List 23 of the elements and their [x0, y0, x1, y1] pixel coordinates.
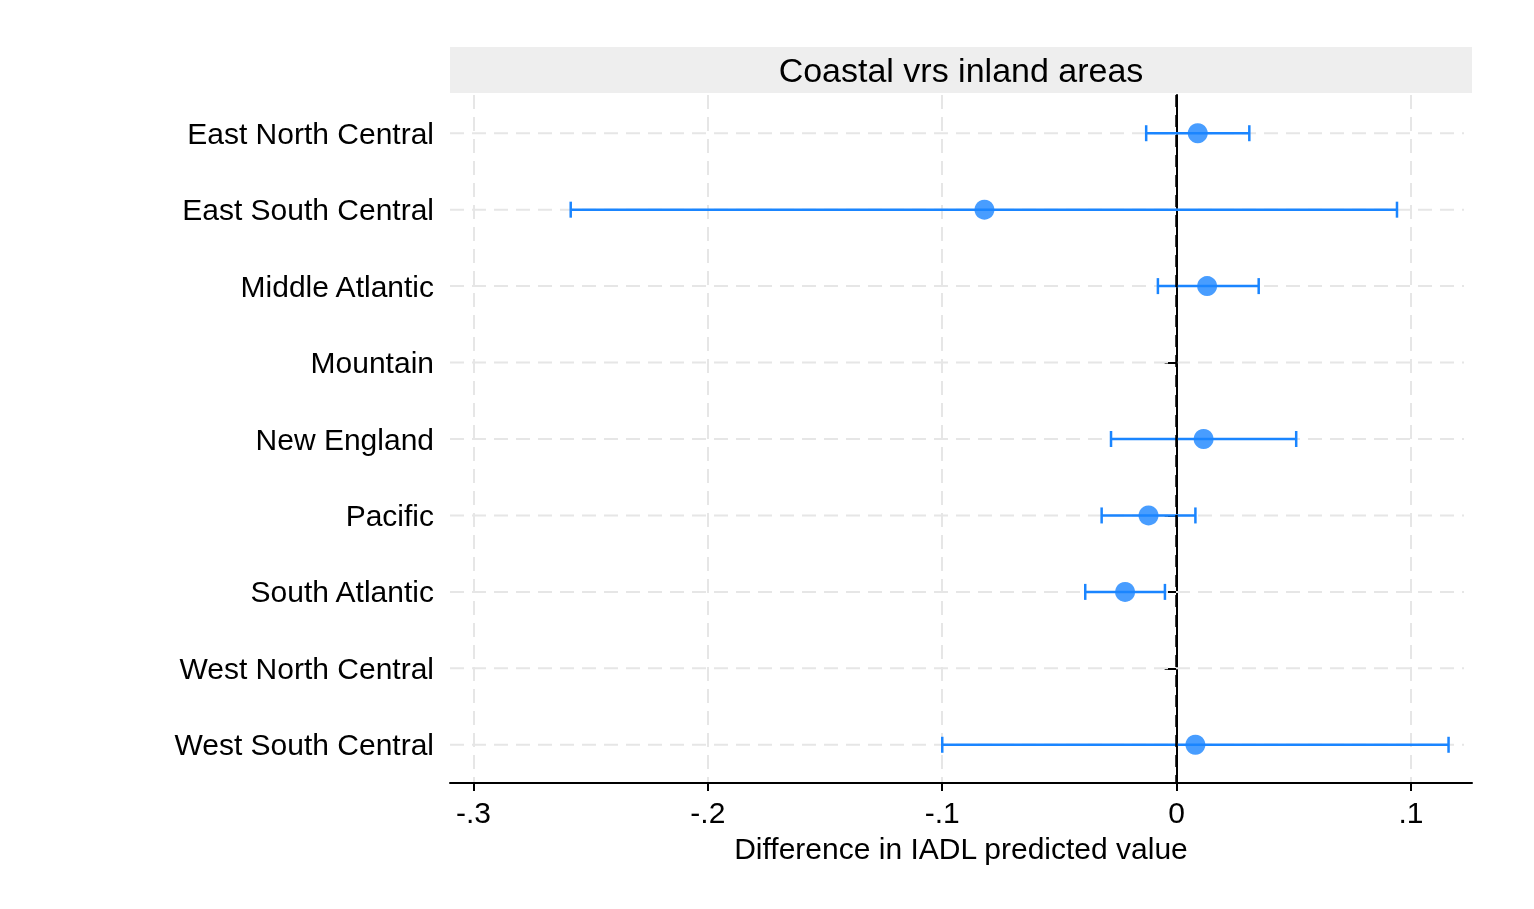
y-tick-label: South Atlantic: [250, 575, 434, 609]
y-tick-label: New England: [255, 422, 434, 456]
point: [1138, 505, 1159, 526]
x-tick-label: 0: [1168, 795, 1185, 829]
y-tick-label: West North Central: [179, 651, 434, 685]
x-tick-label: -.3: [455, 795, 491, 829]
y-tick-label: East South Central: [182, 193, 434, 227]
chart-title: Coastal vrs inland areas: [450, 47, 1472, 93]
y-tick-label: Pacific: [345, 498, 434, 532]
x-tick-label: -.1: [924, 795, 960, 829]
point: [974, 199, 995, 220]
y-tick-label: Mountain: [310, 346, 434, 380]
point: [1185, 734, 1206, 755]
point: [1115, 581, 1136, 602]
y-tick-label: Middle Atlantic: [240, 269, 434, 303]
x-axis-title: Difference in IADL predicted value: [734, 831, 1188, 865]
y-tick-label: West South Central: [174, 728, 434, 762]
y-tick-label: East North Central: [187, 116, 434, 150]
point: [1193, 429, 1214, 449]
point: [1197, 276, 1218, 297]
x-tick-label: -.2: [690, 795, 726, 829]
x-tick-label: .1: [1398, 795, 1424, 829]
point: [1187, 123, 1208, 144]
